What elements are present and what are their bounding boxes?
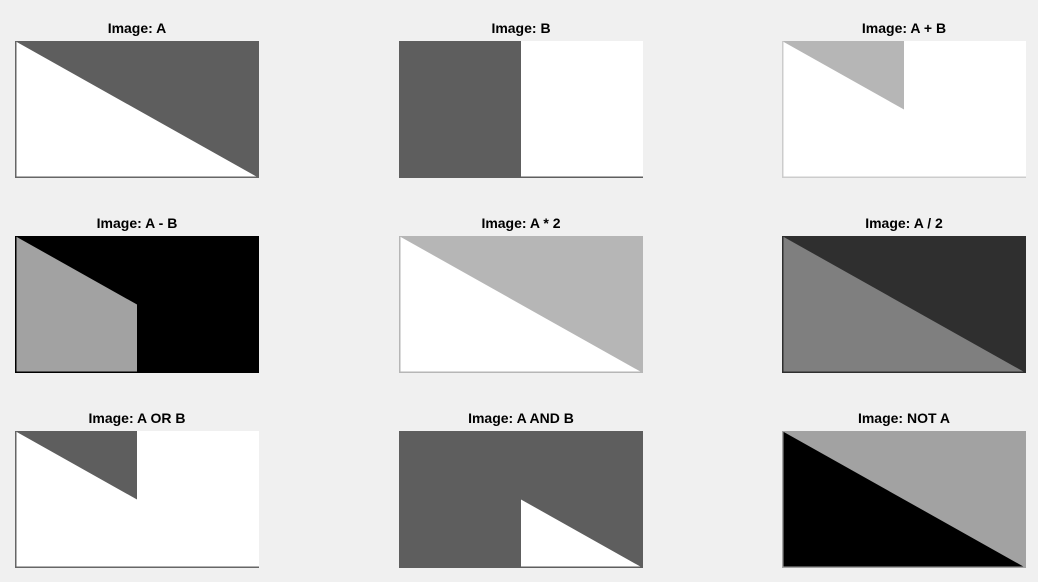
image-edge [15, 431, 259, 568]
image-b [399, 41, 643, 178]
image-edge [399, 41, 643, 178]
image-a-minus-b [15, 236, 259, 373]
panel-title: Image: A + B [861, 20, 947, 36]
panel-image-b: Image: B [399, 19, 643, 179]
image-a-div-2 [782, 236, 1026, 373]
image-edge [399, 431, 643, 568]
image-edge [15, 41, 259, 178]
image-region-triangle-upper [399, 236, 643, 373]
image-a-or-b [15, 431, 259, 568]
panel-title: Image: A AND B [468, 410, 574, 426]
image-edge [399, 236, 643, 373]
panel-image-a: Image: A [15, 19, 259, 179]
image-a [15, 41, 259, 178]
panel-image-a-times-2: Image: A * 2 [399, 214, 643, 374]
image-edge [782, 236, 1026, 373]
image-a-and-b [399, 431, 643, 568]
panel-title: Image: A [107, 20, 167, 36]
image-region-lower-left-wedge [15, 236, 137, 373]
panel-title: Image: NOT A [857, 410, 951, 426]
panel-title: Image: B [491, 20, 551, 36]
panel-image-a-or-b: Image: A OR B [15, 409, 259, 569]
image-region-triangle-lower [782, 431, 1026, 568]
panel-image-a-and-b: Image: A AND B [399, 409, 643, 569]
image-region-lower-right-wedge [521, 499, 643, 568]
image-edge [15, 236, 259, 373]
image-not-a [782, 431, 1026, 568]
panel-image-not-a: Image: NOT A [782, 409, 1026, 569]
image-region-upper-left-wedge [15, 431, 137, 500]
panel-image-a-div-2: Image: A / 2 [782, 214, 1026, 374]
image-a-times-2 [399, 236, 643, 373]
image-region-triangle-upper [782, 236, 1026, 373]
image-region-triangle-upper [15, 41, 259, 178]
panel-title: Image: A OR B [88, 410, 186, 426]
panel-title: Image: A / 2 [865, 215, 943, 231]
panel-title: Image: A - B [96, 215, 178, 231]
image-region-upper-left-wedge [782, 41, 904, 110]
image-a-plus-b [782, 41, 1026, 178]
panel-title: Image: A * 2 [481, 215, 561, 231]
panel-image-a-minus-b: Image: A - B [15, 214, 259, 374]
image-edge [782, 431, 1026, 568]
panel-image-a-plus-b: Image: A + B [782, 19, 1026, 179]
image-edge [782, 41, 1026, 178]
image-region-left-half [399, 41, 521, 178]
